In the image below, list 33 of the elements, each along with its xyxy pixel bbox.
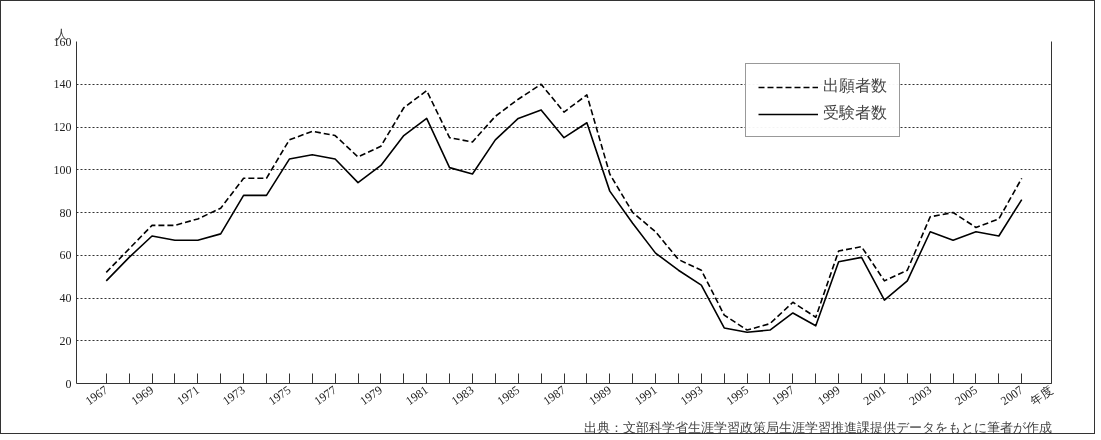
- x-tick-label: 1969: [128, 382, 157, 408]
- x-tick-label: 2007: [998, 382, 1026, 408]
- x-tick-label: 1983: [448, 382, 477, 408]
- x-tick-label: 1997: [769, 382, 797, 408]
- y-tick-label: 60: [59, 248, 72, 263]
- x-tick-label: 1973: [219, 382, 248, 408]
- x-tick-label: 1993: [677, 382, 706, 408]
- legend-label: 出願者数: [823, 76, 887, 97]
- x-tick-label: 1979: [357, 382, 385, 408]
- y-tick-label: 80: [59, 205, 72, 220]
- x-tick-label: 1995: [723, 382, 752, 408]
- x-tick-label: 1981: [403, 382, 431, 408]
- x-axis-title: 年度: [1027, 382, 1056, 408]
- source-note: 出典：文部科学省生涯学習政策局生涯学習推進課提供データをもとに筆者が作成: [583, 419, 1052, 435]
- x-tick-label: 2003: [906, 382, 935, 408]
- y-tick-label: 120: [53, 120, 72, 134]
- y-tick-label: 140: [53, 77, 72, 92]
- x-tick-label: 1999: [814, 382, 843, 408]
- y-tick-label: 20: [59, 333, 72, 348]
- x-tick-label: 1971: [174, 382, 202, 408]
- x-tick-label: 2001: [860, 382, 889, 408]
- x-tick-label: 1991: [631, 382, 660, 408]
- x-tick-label: 2005: [952, 382, 980, 408]
- y-tick-label: 100: [53, 162, 72, 177]
- legend-label: 受験者数: [823, 103, 887, 124]
- x-tick-label: 1989: [586, 382, 614, 408]
- x-tick-label: 1985: [494, 382, 523, 408]
- x-tick-label: 1977: [311, 382, 340, 408]
- x-tick-label: 1975: [265, 382, 294, 408]
- x-tick-label: 1987: [540, 382, 569, 408]
- y-tick-label: 0: [65, 376, 72, 391]
- y-tick-label: 40: [59, 291, 72, 305]
- x-tick-label: 1967: [82, 382, 111, 408]
